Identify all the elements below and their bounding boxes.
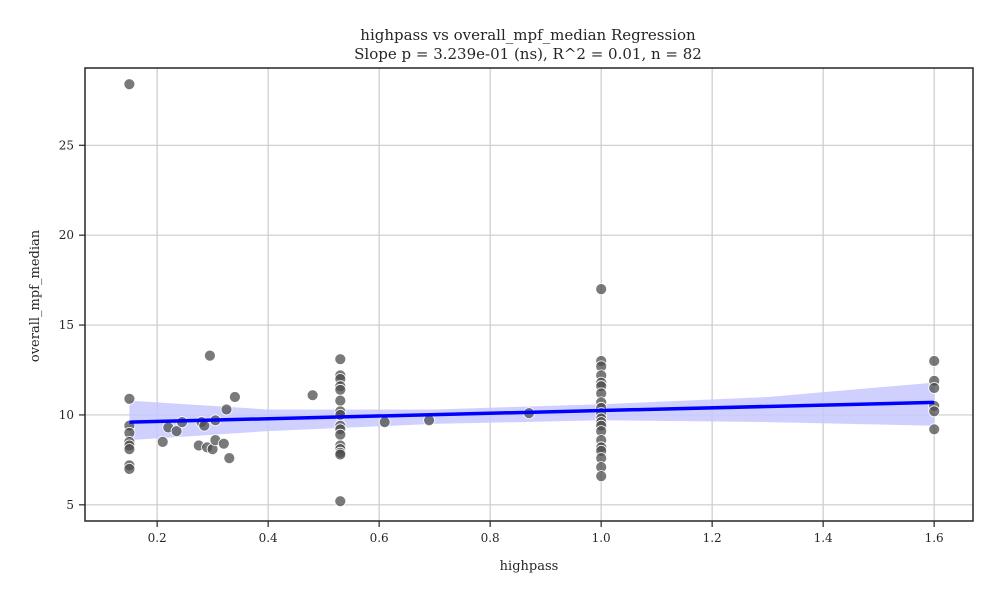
data-point (378, 416, 391, 429)
data-point (203, 349, 216, 362)
x-tick-label: 0.2 (148, 531, 167, 545)
chart-subtitle: Slope p = 3.239e-01 (ns), R^2 = 0.01, n … (354, 45, 702, 63)
x-axis-ticks: 0.2 0.4 0.6 0.8 1.0 1.2 1.4 1.6 (148, 521, 944, 545)
data-point (928, 382, 941, 394)
regression-line-layer (129, 400, 935, 424)
y-axis-ticks: 5 10 15 20 25 (59, 138, 85, 512)
data-point (928, 355, 941, 367)
data-point (334, 383, 347, 396)
y-tick-label: 5 (66, 498, 74, 512)
x-tick-label: 0.8 (481, 531, 500, 545)
y-tick-label: 25 (59, 138, 74, 152)
y-axis-label: overall_mpf_median (28, 229, 43, 362)
data-point (123, 78, 136, 91)
chart-title: highpass vs overall_mpf_median Regressio… (360, 26, 696, 44)
x-axis-label: highpass (500, 559, 559, 574)
x-tick-label: 1.4 (814, 531, 833, 545)
data-point (123, 392, 136, 405)
scatter-points (123, 78, 941, 508)
data-point (123, 462, 136, 475)
y-tick-label: 15 (59, 318, 74, 332)
data-point (334, 353, 347, 366)
x-tick-label: 1.6 (925, 531, 944, 545)
data-point (334, 448, 347, 461)
y-tick-label: 10 (59, 408, 74, 422)
data-point (595, 283, 608, 296)
data-point (306, 389, 319, 402)
data-point (928, 423, 941, 436)
regression-line (129, 400, 935, 424)
data-point (223, 452, 236, 465)
data-point (123, 443, 136, 456)
grid (85, 68, 973, 521)
plot-area-frame (84, 67, 974, 522)
x-tick-label: 0.4 (259, 531, 278, 545)
data-point (156, 435, 169, 448)
data-point (334, 394, 347, 407)
x-tick-label: 1.2 (703, 531, 722, 545)
data-point (217, 437, 230, 450)
y-tick-label: 20 (59, 228, 74, 242)
data-point (334, 428, 347, 441)
data-point (228, 391, 241, 403)
data-point (170, 425, 183, 438)
data-point (334, 495, 347, 508)
x-tick-label: 1.0 (592, 531, 611, 545)
data-point (928, 405, 941, 418)
data-point (220, 403, 233, 416)
x-tick-label: 0.6 (370, 531, 389, 545)
data-point (595, 470, 608, 483)
